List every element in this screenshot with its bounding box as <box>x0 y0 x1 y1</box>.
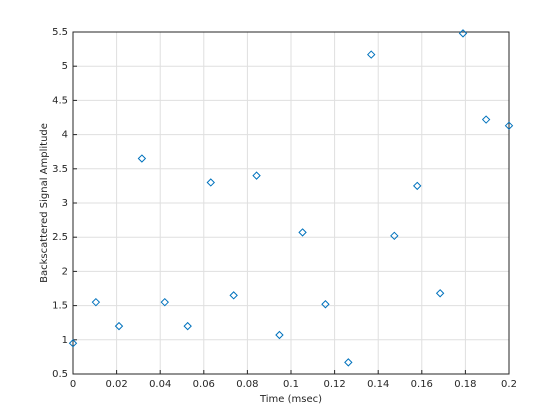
y-tick-label: 2.5 <box>52 232 68 243</box>
x-tick-label: 0.12 <box>323 379 345 390</box>
scatter-point <box>275 330 284 340</box>
scatter-point <box>114 321 124 331</box>
scatter-point <box>458 29 468 38</box>
y-axis-label: Backscattered Signal Amplitude <box>39 123 50 283</box>
y-tick-label: 4 <box>62 130 68 141</box>
scatter-point <box>68 339 78 348</box>
scatter-point <box>344 358 353 367</box>
x-tick-label: 0.2 <box>501 379 517 390</box>
y-tick-label: 5 <box>62 61 68 72</box>
y-tick-label: 1.5 <box>52 301 68 312</box>
scatter-point <box>160 297 169 307</box>
x-tick-label: 0 <box>70 379 76 390</box>
scatter-point <box>413 181 422 191</box>
scatter-point <box>367 50 376 59</box>
y-tick-label: 5.5 <box>52 27 68 38</box>
scatter-point <box>481 115 491 124</box>
scatter-point <box>435 289 445 298</box>
scatter-point <box>137 154 147 163</box>
scatter-point <box>298 228 307 237</box>
scatter-point <box>183 321 192 331</box>
y-tick-label: 3.5 <box>52 164 68 175</box>
x-tick-label: 0.08 <box>236 379 258 390</box>
scatter-point <box>206 178 215 187</box>
axes-box <box>72 31 510 375</box>
y-tick-label: 1 <box>62 335 68 346</box>
y-tick-label: 2 <box>62 266 68 277</box>
x-tick-label: 0.1 <box>283 379 299 390</box>
y-tick-label: 4.5 <box>52 95 68 106</box>
x-tick-label: 0.06 <box>193 379 215 390</box>
scatter-point <box>229 291 238 300</box>
y-tick-label: 0.5 <box>52 369 68 380</box>
x-tick-label: 0.02 <box>105 379 127 390</box>
x-tick-label: 0.16 <box>411 379 433 390</box>
scatter-point <box>91 297 101 307</box>
x-tick-label: 0.14 <box>367 379 389 390</box>
y-tick-label: 3 <box>62 198 68 209</box>
scatter-point <box>390 231 399 241</box>
x-axis-label: Time (msec) <box>259 394 322 405</box>
scatter-point <box>504 121 514 130</box>
scatter-point <box>252 171 261 180</box>
x-tick-label: 0.04 <box>149 379 171 390</box>
x-tick-label: 0.18 <box>454 379 476 390</box>
scatter-point <box>321 300 330 309</box>
